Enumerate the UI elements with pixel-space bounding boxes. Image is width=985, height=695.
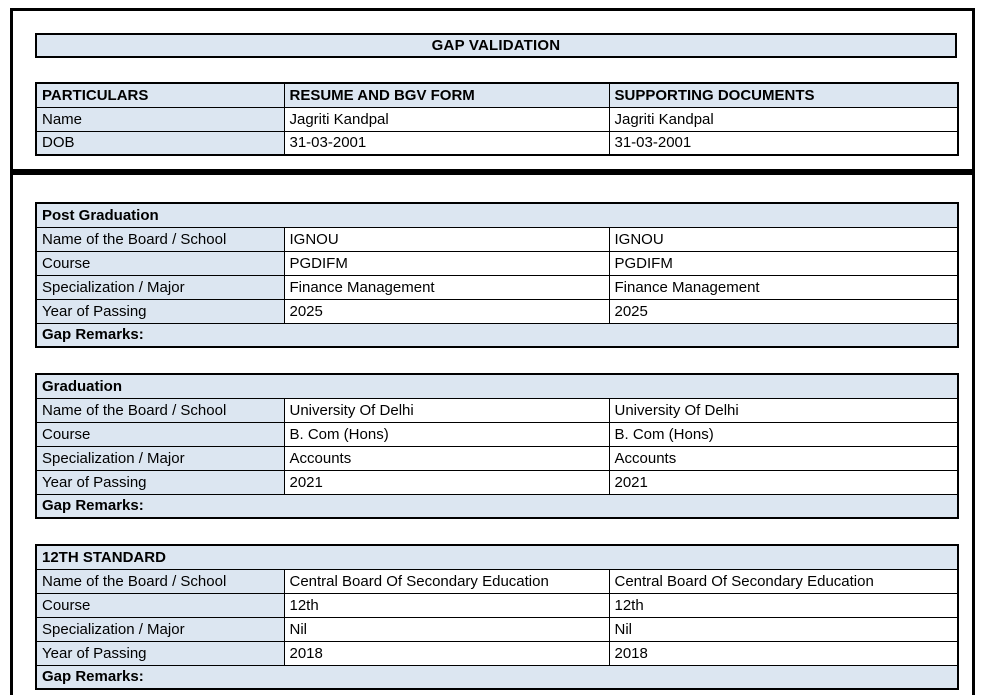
- row-label-cell: Specialization / Major: [35, 274, 285, 300]
- page-title: GAP VALIDATION: [35, 33, 957, 58]
- particulars-header-cell: PARTICULARS: [35, 82, 285, 108]
- supporting-value-cell: B. Com (Hons): [608, 421, 959, 447]
- table-row: Name of the Board / School Central Board…: [35, 568, 959, 594]
- row-label-cell: Course: [35, 250, 285, 276]
- supporting-value-cell: 31-03-2001: [608, 130, 959, 156]
- gap-remarks-label: Gap Remarks:: [35, 493, 959, 519]
- resume-value-cell: Finance Management: [283, 274, 610, 300]
- row-label-cell: Specialization / Major: [35, 616, 285, 642]
- supporting-value-cell: Central Board Of Secondary Education: [608, 568, 959, 594]
- resume-value-cell: University Of Delhi: [283, 397, 610, 423]
- section-title: Post Graduation: [35, 202, 959, 228]
- particulars-header-row: PARTICULARS RESUME AND BGV FORM SUPPORTI…: [35, 82, 959, 108]
- section-header-row: Graduation: [35, 373, 959, 399]
- supporting-value-cell: Finance Management: [608, 274, 959, 300]
- resume-value-cell: Central Board Of Secondary Education: [283, 568, 610, 594]
- supporting-value-cell: Nil: [608, 616, 959, 642]
- supporting-header-cell: SUPPORTING DOCUMENTS: [608, 82, 959, 108]
- table-row: Specialization / Major Finance Managemen…: [35, 274, 959, 300]
- section-header-row: Post Graduation: [35, 202, 959, 228]
- table-row: Name Jagriti Kandpal Jagriti Kandpal: [35, 106, 959, 132]
- row-label-cell: DOB: [35, 130, 285, 156]
- supporting-value-cell: 2025: [608, 298, 959, 324]
- table-row: DOB 31-03-2001 31-03-2001: [35, 130, 959, 156]
- resume-value-cell: 12th: [283, 592, 610, 618]
- row-label-cell: Year of Passing: [35, 640, 285, 666]
- table-row: Course 12th 12th: [35, 592, 959, 618]
- supporting-value-cell: PGDIFM: [608, 250, 959, 276]
- top-frame: GAP VALIDATION PARTICULARS RESUME AND BG…: [10, 8, 975, 172]
- row-label-cell: Name of the Board / School: [35, 397, 285, 423]
- row-label-cell: Name of the Board / School: [35, 568, 285, 594]
- gap-remarks-row: Gap Remarks:: [35, 322, 959, 348]
- supporting-value-cell: 12th: [608, 592, 959, 618]
- supporting-value-cell: Accounts: [608, 445, 959, 471]
- supporting-value-cell: 2021: [608, 469, 959, 495]
- section-title: Graduation: [35, 373, 959, 399]
- resume-value-cell: 2025: [283, 298, 610, 324]
- education-frame: Post Graduation Name of the Board / Scho…: [10, 172, 975, 695]
- twelfth-standard-table: 12TH STANDARD Name of the Board / School…: [35, 544, 960, 690]
- row-label-cell: Name: [35, 106, 285, 132]
- table-row: Year of Passing 2018 2018: [35, 640, 959, 666]
- resume-value-cell: Accounts: [283, 445, 610, 471]
- row-label-cell: Course: [35, 592, 285, 618]
- resume-value-cell: Nil: [283, 616, 610, 642]
- supporting-value-cell: 2018: [608, 640, 959, 666]
- post-graduation-table: Post Graduation Name of the Board / Scho…: [35, 202, 960, 348]
- section-title: 12TH STANDARD: [35, 544, 959, 570]
- gap-remarks-label: Gap Remarks:: [35, 322, 959, 348]
- resume-value-cell: 31-03-2001: [283, 130, 610, 156]
- particulars-table: PARTICULARS RESUME AND BGV FORM SUPPORTI…: [35, 82, 959, 156]
- row-label-cell: Name of the Board / School: [35, 226, 285, 252]
- resume-value-cell: B. Com (Hons): [283, 421, 610, 447]
- row-label-cell: Specialization / Major: [35, 445, 285, 471]
- gap-remarks-label: Gap Remarks:: [35, 664, 959, 690]
- resume-value-cell: IGNOU: [283, 226, 610, 252]
- row-label-cell: Year of Passing: [35, 469, 285, 495]
- resume-value-cell: 2021: [283, 469, 610, 495]
- table-row: Name of the Board / School IGNOU IGNOU: [35, 226, 959, 252]
- table-row: Name of the Board / School University Of…: [35, 397, 959, 423]
- table-row: Year of Passing 2025 2025: [35, 298, 959, 324]
- resume-value-cell: 2018: [283, 640, 610, 666]
- table-row: Year of Passing 2021 2021: [35, 469, 959, 495]
- graduation-table: Graduation Name of the Board / School Un…: [35, 373, 959, 519]
- supporting-value-cell: University Of Delhi: [608, 397, 959, 423]
- resume-value-cell: Jagriti Kandpal: [283, 106, 610, 132]
- table-row: Specialization / Major Nil Nil: [35, 616, 959, 642]
- gap-remarks-row: Gap Remarks:: [35, 493, 959, 519]
- supporting-value-cell: IGNOU: [608, 226, 959, 252]
- supporting-value-cell: Jagriti Kandpal: [608, 106, 959, 132]
- table-row: Specialization / Major Accounts Accounts: [35, 445, 959, 471]
- row-label-cell: Course: [35, 421, 285, 447]
- table-row: Course PGDIFM PGDIFM: [35, 250, 959, 276]
- resume-value-cell: PGDIFM: [283, 250, 610, 276]
- gap-remarks-row: Gap Remarks:: [35, 664, 959, 690]
- resume-header-cell: RESUME AND BGV FORM: [283, 82, 610, 108]
- table-row: Course B. Com (Hons) B. Com (Hons): [35, 421, 959, 447]
- section-header-row: 12TH STANDARD: [35, 544, 959, 570]
- row-label-cell: Year of Passing: [35, 298, 285, 324]
